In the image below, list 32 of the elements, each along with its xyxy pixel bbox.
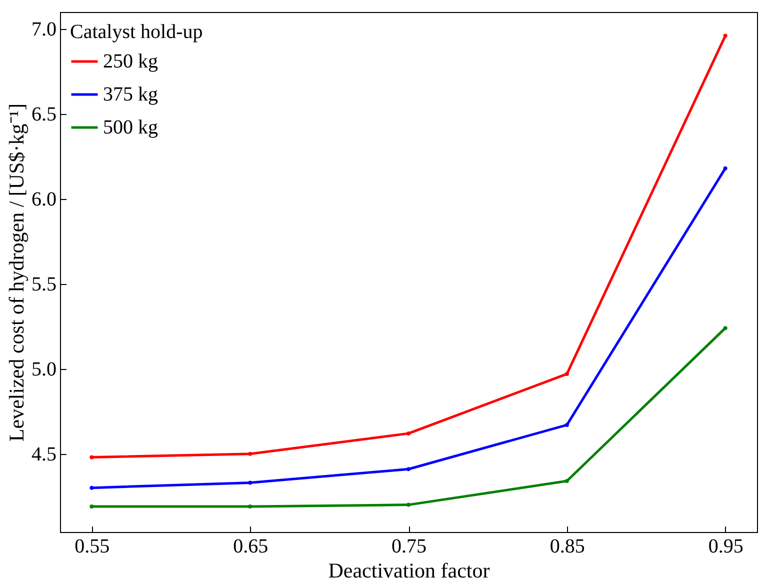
legend-label: 500 kg xyxy=(103,116,158,138)
x-axis-title: Deactivation factor xyxy=(328,558,490,582)
point xyxy=(564,479,569,484)
point xyxy=(248,504,252,509)
x-tick-label: 0.75 xyxy=(392,536,426,558)
y-tick-label: 4.5 xyxy=(32,443,56,466)
point xyxy=(564,422,569,427)
x-tick-label: 0.55 xyxy=(74,536,110,558)
point xyxy=(248,452,252,456)
x-tick-label: 0.95 xyxy=(708,536,744,558)
y-tick-label: 6.0 xyxy=(32,188,56,210)
point xyxy=(90,504,94,509)
point xyxy=(90,486,94,490)
point xyxy=(90,455,94,460)
legend-label: 250 kg xyxy=(103,50,158,72)
y-tick-label: 5.5 xyxy=(32,273,56,296)
point xyxy=(406,502,410,507)
point xyxy=(248,480,252,485)
point xyxy=(406,431,410,436)
point xyxy=(406,467,410,472)
point xyxy=(723,166,728,170)
legend-label: 375 kg xyxy=(103,84,158,106)
y-tick-label: 7.0 xyxy=(32,18,56,40)
point xyxy=(564,372,569,376)
point xyxy=(723,34,728,38)
y-tick-label: 5.0 xyxy=(32,358,56,380)
x-tick-label: 0.65 xyxy=(233,536,268,558)
x-tick-label: 0.85 xyxy=(550,536,585,558)
y-tick-label: 6.5 xyxy=(32,103,56,126)
point xyxy=(723,326,728,330)
legend-title: Catalyst hold-up xyxy=(70,21,203,43)
y-axis-title: Levelized cost of hydrogen / [US$·kg⁻¹] xyxy=(4,103,28,442)
